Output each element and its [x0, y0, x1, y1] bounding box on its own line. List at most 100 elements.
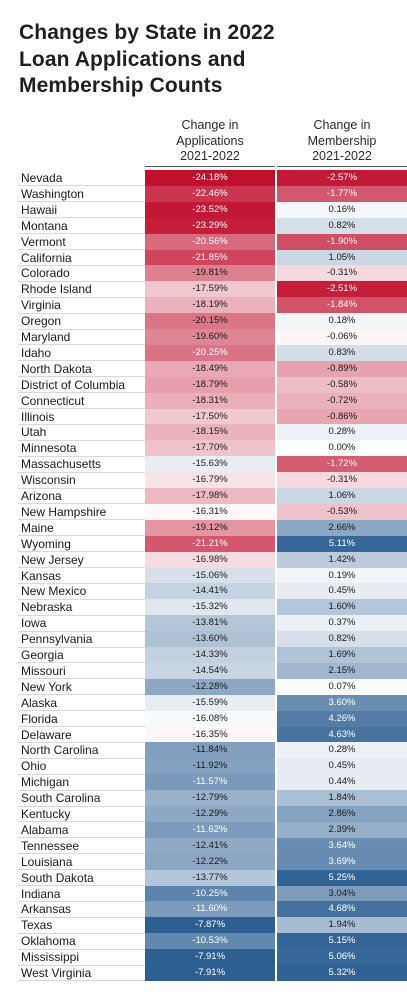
membership-cell: 0.45%	[277, 583, 407, 600]
row-divider	[18, 646, 145, 648]
state-name: Idaho	[21, 345, 52, 360]
applications-cell: -17.50%	[145, 408, 275, 425]
state-name: District of Columbia	[21, 377, 126, 392]
applications-cell: -12.79%	[145, 790, 275, 807]
row-divider	[18, 264, 145, 266]
membership-cell: 1.06%	[277, 488, 407, 504]
membership-cell: 4.63%	[277, 726, 407, 743]
table-row: Florida -16.08% 4.26%	[0, 710, 407, 727]
applications-cell: -15.63%	[145, 456, 275, 473]
applications-cell: -16.79%	[145, 472, 275, 489]
table-row: New Mexico -14.41% 0.45%	[0, 583, 407, 600]
state-name: Massachusetts	[21, 457, 102, 472]
table-row: New Jersey -16.98% 1.42%	[0, 551, 407, 568]
membership-cell: 0.00%	[277, 440, 407, 457]
membership-column-header: Change in Membership 2021-2022	[277, 118, 407, 165]
membership-cell: 0.07%	[277, 678, 407, 695]
state-name: Maine	[21, 520, 54, 535]
row-divider	[18, 551, 145, 553]
state-name: Florida	[21, 711, 58, 726]
row-divider	[18, 869, 145, 871]
membership-cell: 1.94%	[277, 917, 407, 934]
table-row: Arkansas -11.60% 4.68%	[0, 901, 407, 918]
state-name: Indiana	[21, 886, 61, 901]
membership-cell: 3.60%	[277, 694, 407, 711]
table-row: Mississippi -7.91% 5.06%	[0, 949, 407, 966]
applications-cell: -7.91%	[145, 949, 275, 966]
table-row: Indiana -10.25% 3.04%	[0, 885, 407, 902]
table-row: Tennessee -12.41% 3.64%	[0, 837, 407, 854]
row-divider	[18, 805, 145, 807]
membership-cell: 5.11%	[277, 535, 407, 552]
applications-cell: -15.59%	[145, 694, 275, 711]
row-divider	[18, 630, 145, 632]
table-row: Utah -18.15% 0.28%	[0, 424, 407, 441]
membership-cell: 1.84%	[277, 790, 407, 807]
applications-cell: -16.31%	[145, 503, 275, 520]
table-row: South Carolina -12.79% 1.84%	[0, 790, 407, 807]
membership-cell: 3.04%	[277, 885, 407, 902]
state-name: North Carolina	[21, 743, 99, 758]
membership-cell: 0.37%	[277, 615, 407, 632]
state-name: Wisconsin	[21, 473, 76, 488]
table-row: Vermont -20.56% -1.90%	[0, 233, 407, 250]
table-row: Texas -7.87% 1.94%	[0, 917, 407, 934]
table-row: District of Columbia -18.79% -0.58%	[0, 376, 407, 393]
applications-cell: -15.32%	[145, 599, 275, 616]
membership-cell: -0.06%	[277, 329, 407, 345]
membership-cell: 1.05%	[277, 249, 407, 266]
row-divider	[18, 185, 145, 187]
row-divider	[18, 249, 145, 250]
table-row: Arizona -17.98% 1.06%	[0, 488, 407, 504]
applications-cell: -17.59%	[145, 281, 275, 298]
membership-cell: 4.68%	[277, 901, 407, 918]
state-name: West Virginia	[21, 966, 92, 980]
table-row: Wyoming -21.21% 5.11%	[0, 535, 407, 552]
membership-cell: -0.86%	[277, 408, 407, 425]
state-name: New Mexico	[21, 584, 87, 599]
state-name: Vermont	[21, 234, 66, 249]
membership-cell: -2.57%	[277, 170, 407, 186]
membership-cell: 0.82%	[277, 217, 407, 234]
applications-cell: -12.29%	[145, 806, 275, 822]
applications-cell: -11.84%	[145, 742, 275, 759]
header-divider	[277, 166, 407, 167]
table-row: Kentucky -12.29% 2.86%	[0, 806, 407, 822]
membership-cell: 5.25%	[277, 869, 407, 886]
row-divider	[18, 773, 145, 775]
applications-cell: -19.12%	[145, 519, 275, 536]
state-name: South Dakota	[21, 870, 94, 885]
row-divider	[18, 519, 145, 521]
state-name: Mississippi	[21, 950, 80, 965]
row-divider	[18, 678, 145, 680]
chart-title-line: Membership Counts	[19, 74, 223, 97]
row-divider	[18, 535, 145, 537]
table-row: Illinois -17.50% -0.86%	[0, 408, 407, 425]
header-line: Change in	[181, 118, 239, 132]
applications-cell: -18.15%	[145, 424, 275, 441]
chart-title-line: Loan Applications and	[19, 47, 246, 71]
applications-cell: -14.33%	[145, 647, 275, 663]
applications-cell: -13.81%	[145, 615, 275, 632]
row-divider	[18, 932, 145, 934]
table-row: Alabama -11.62% 2.39%	[0, 821, 407, 838]
state-name: Louisiana	[21, 854, 73, 869]
membership-cell: 5.32%	[277, 965, 407, 981]
membership-cell: 2.15%	[277, 662, 407, 679]
applications-cell: -17.98%	[145, 488, 275, 504]
applications-cell: -22.46%	[145, 185, 275, 202]
membership-cell: -0.53%	[277, 503, 407, 520]
row-divider	[18, 582, 145, 584]
applications-cell: -12.22%	[145, 853, 275, 870]
table-row: New York -12.28% 0.07%	[0, 678, 407, 695]
applications-cell: -23.52%	[145, 201, 275, 218]
membership-cell: -0.89%	[277, 360, 407, 377]
applications-cell: -12.28%	[145, 678, 275, 695]
table-row: Pennsylvania -13.60% 0.82%	[0, 631, 407, 648]
table-row: Michigan -11.57% 0.44%	[0, 774, 407, 791]
state-name: Kansas	[21, 568, 62, 583]
state-name: Kentucky	[21, 807, 71, 821]
row-divider	[18, 487, 145, 489]
applications-cell: -16.98%	[145, 551, 275, 568]
row-divider	[18, 789, 145, 791]
